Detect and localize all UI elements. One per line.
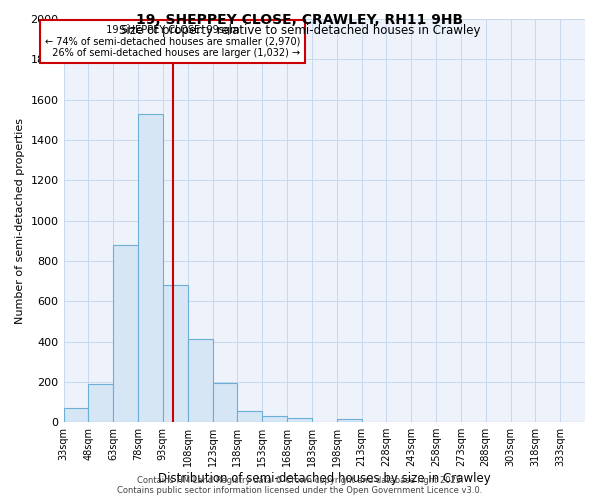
Bar: [113, 245, 138, 422]
Bar: [238, 411, 262, 422]
Bar: [163, 285, 188, 422]
Y-axis label: Number of semi-detached properties: Number of semi-detached properties: [15, 118, 25, 324]
X-axis label: Distribution of semi-detached houses by size in Crawley: Distribution of semi-detached houses by …: [158, 472, 491, 485]
Text: Size of property relative to semi-detached houses in Crawley: Size of property relative to semi-detach…: [119, 24, 481, 37]
Text: Contains HM Land Registry data © Crown copyright and database right 2025.
Contai: Contains HM Land Registry data © Crown c…: [118, 476, 482, 495]
Bar: [188, 338, 212, 422]
Bar: [337, 419, 362, 422]
Text: 19, SHEPPEY CLOSE, CRAWLEY, RH11 9HB: 19, SHEPPEY CLOSE, CRAWLEY, RH11 9HB: [136, 12, 464, 26]
Bar: [64, 408, 88, 422]
Bar: [138, 114, 163, 422]
Bar: [88, 384, 113, 422]
Text: 19 SHEPPEY CLOSE: 99sqm  
← 74% of semi-detached houses are smaller (2,970)
  26: 19 SHEPPEY CLOSE: 99sqm ← 74% of semi-de…: [45, 25, 301, 58]
Bar: [262, 416, 287, 422]
Bar: [287, 418, 312, 422]
Bar: [212, 383, 238, 422]
